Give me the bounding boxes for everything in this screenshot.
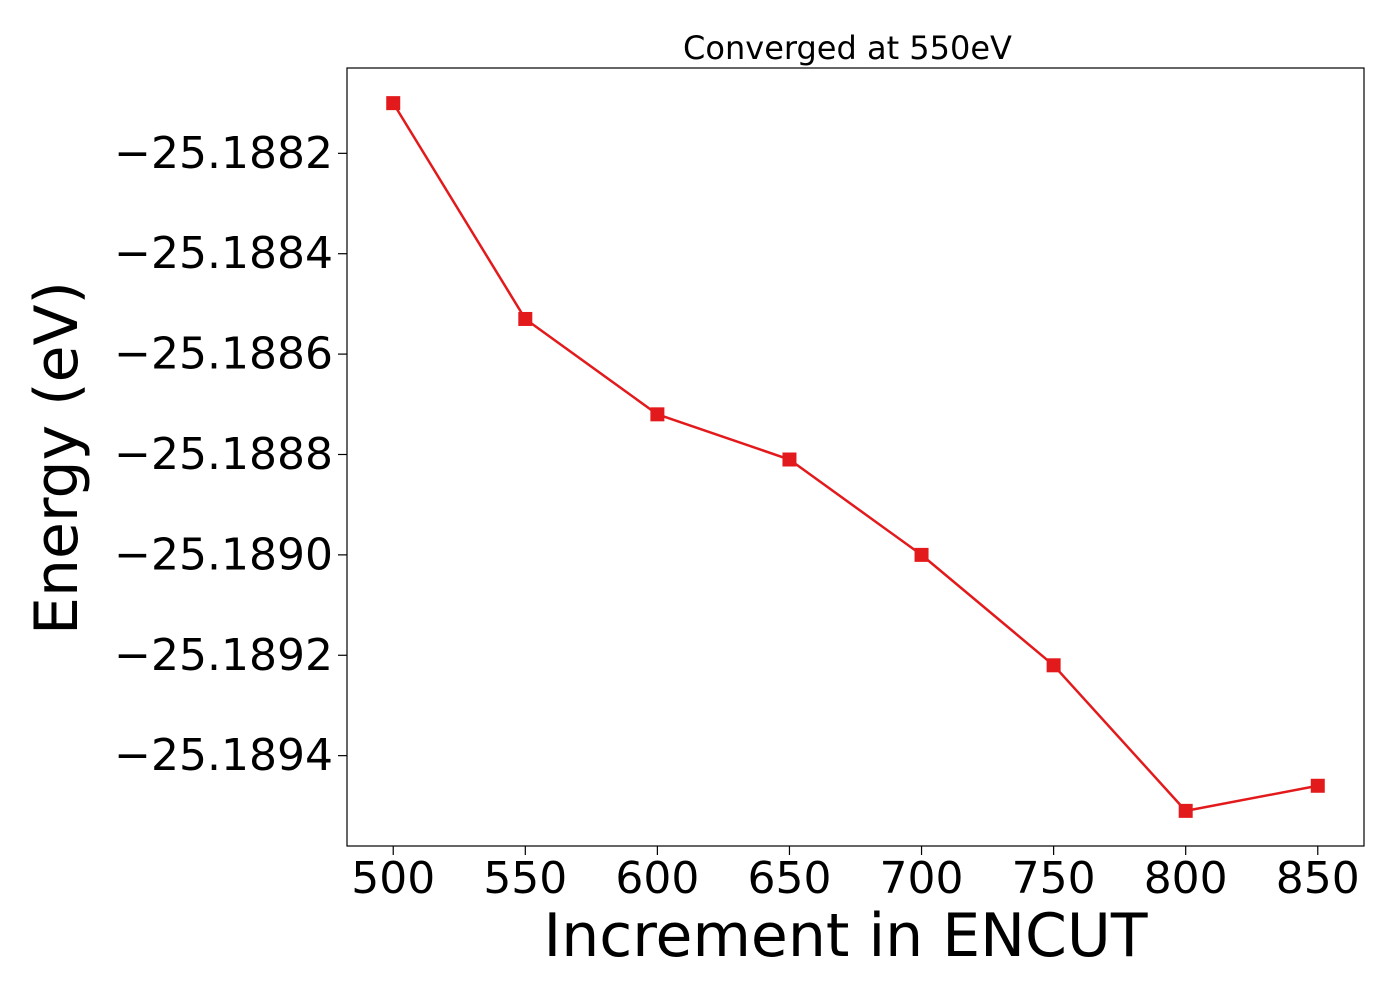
x-tick-label: 750: [1012, 853, 1096, 904]
y-axis-title: Energy (eV): [22, 281, 92, 635]
chart-title: Converged at 550eV: [683, 29, 1012, 67]
x-axis-title: Increment in ENCUT: [544, 901, 1148, 971]
y-tick-label: −25.1884: [114, 228, 333, 279]
y-tick-label: −25.1888: [114, 429, 333, 480]
x-tick-label: 600: [615, 853, 699, 904]
y-tick-label: −25.1892: [114, 630, 333, 681]
data-point: [1046, 658, 1061, 673]
y-axis: −25.1882 −25.1884 −25.1886 −25.1888 −25.1890…: [114, 128, 347, 781]
data-point: [518, 311, 533, 326]
data-point: [650, 407, 665, 422]
data-point: [1178, 803, 1193, 818]
y-tick-label: −25.1890: [114, 529, 333, 580]
series-line: [392, 102, 1319, 813]
x-axis: 500 550 600 650 700 750 800 850: [351, 846, 1360, 904]
y-tick-label: −25.1894: [114, 730, 333, 781]
x-tick-label: 700: [880, 853, 964, 904]
y-tick-label: −25.1886: [114, 329, 333, 380]
x-tick-label: 500: [351, 853, 435, 904]
x-tick-label: 550: [483, 853, 567, 904]
y-tick-label: −25.1882: [114, 128, 333, 179]
plot-frame: [346, 67, 1365, 847]
data-point: [782, 452, 797, 467]
x-tick-label: 800: [1144, 853, 1228, 904]
x-tick-label: 650: [747, 853, 831, 904]
data-point: [386, 96, 401, 111]
x-tick-label: 850: [1276, 853, 1360, 904]
data-point: [1310, 778, 1325, 793]
series-layer: [386, 96, 1325, 818]
data-point: [914, 547, 929, 562]
